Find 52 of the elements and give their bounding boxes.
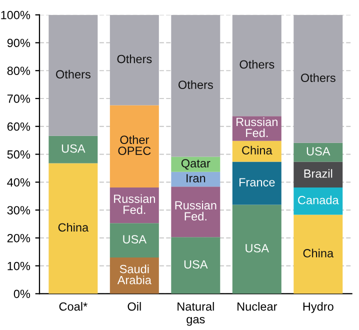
- bar: [171, 172, 220, 187]
- x-tick-label: Hydro: [303, 302, 334, 314]
- data-label: Canada: [298, 196, 339, 204]
- y-tick-label: 60%: [7, 122, 30, 131]
- bar: [110, 257, 159, 294]
- data-label: Saudi Arabia: [117, 264, 152, 284]
- data-label: Russian Fed.: [236, 117, 278, 138]
- bar: [294, 162, 343, 188]
- data-label: France: [239, 178, 275, 186]
- data-label: USA: [246, 244, 270, 252]
- bar: [48, 14, 98, 136]
- x-tick-label: Natural gas: [178, 302, 214, 326]
- data-label: USA: [184, 260, 208, 269]
- data-label: USA: [123, 235, 147, 244]
- bar: [110, 223, 159, 258]
- data-label: Others: [117, 54, 152, 64]
- data-label: Russian Fed.: [175, 200, 216, 221]
- y-tick-label: 0%: [14, 290, 30, 298]
- y-tick-label: 70%: [7, 94, 30, 103]
- data-label: USA: [62, 144, 86, 153]
- data-label: Others: [240, 60, 274, 69]
- y-tick-label: 100%: [1, 10, 30, 20]
- data-label: China: [242, 146, 272, 155]
- data-label: Iran: [186, 174, 206, 182]
- x-tick-label: Coal*: [59, 302, 88, 311]
- y-tick-label: 40%: [7, 178, 30, 187]
- y-tick-label: 30%: [7, 206, 30, 214]
- data-label: USA: [306, 147, 330, 156]
- data-label: China: [58, 222, 89, 232]
- data-label: Others: [178, 80, 213, 89]
- bar: [110, 105, 159, 188]
- bar: [294, 187, 343, 215]
- data-label: Others: [300, 73, 336, 82]
- data-label: Other OPEC: [118, 135, 151, 155]
- x-tick-label: Oil: [128, 302, 141, 311]
- data-label: China: [303, 248, 334, 258]
- y-tick-label: 80%: [7, 66, 30, 76]
- bar: [171, 14, 220, 157]
- bar: [48, 136, 98, 164]
- y-tick-label: 50%: [7, 150, 30, 159]
- data-label: Russian Fed.: [114, 194, 155, 214]
- y-tick-label: 20%: [7, 234, 30, 242]
- bar: [110, 14, 159, 106]
- y-tick-label: 10%: [8, 262, 30, 270]
- bar: [232, 14, 282, 116]
- bar: [294, 14, 343, 143]
- y-tick-label: 90%: [7, 38, 30, 48]
- data-label: Qatar: [181, 159, 210, 170]
- bar: [232, 162, 282, 205]
- data-label: Brazil: [304, 169, 332, 178]
- x-tick-label: Nuclear: [238, 302, 278, 311]
- data-label: Others: [56, 70, 90, 79]
